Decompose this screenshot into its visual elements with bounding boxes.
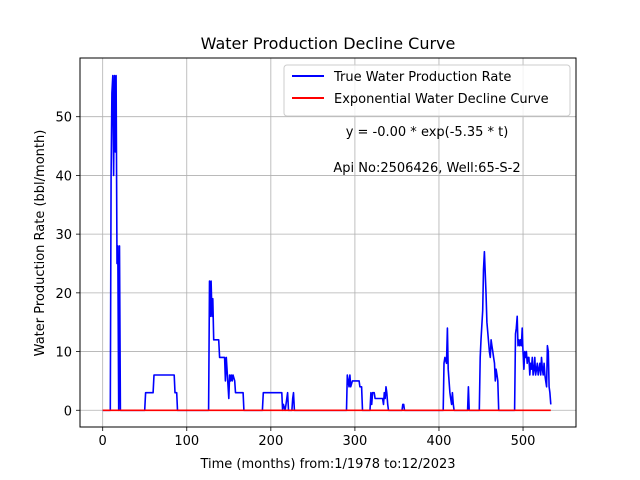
x-tick-label: 100: [174, 434, 199, 449]
y-tick-label: 10: [55, 346, 72, 361]
y-axis-title: Water Production Rate (bbl/month): [33, 130, 48, 357]
legend-box: [283, 64, 571, 117]
axis-ticks: 0 100 200 300 400 500 0 10 20 30 40 50: [55, 111, 535, 449]
y-tick-label: 40: [55, 169, 72, 184]
plot-frame: [79, 57, 577, 428]
y-tick-label: 20: [55, 287, 72, 302]
x-tick-label: 0: [99, 434, 107, 449]
x-tick-label: 200: [258, 434, 283, 449]
chart-title: Water Production Decline Curve: [201, 34, 456, 53]
x-tick-label: 300: [342, 434, 367, 449]
legend-label-true-rate: True Water Production Rate: [333, 70, 511, 85]
series-layer: [102, 74, 552, 412]
x-tick-label: 500: [511, 434, 536, 449]
x-tick-label: 400: [427, 434, 452, 449]
equation-annotation: y = -0.00 * exp(-5.35 * t): [346, 125, 509, 140]
y-tick-label: 30: [55, 228, 72, 243]
y-tick-label: 0: [64, 404, 72, 419]
x-axis-title: Time (months) from:1/1978 to:12/2023: [199, 457, 455, 472]
legend: True Water Production Rate Exponential W…: [283, 64, 571, 117]
y-tick-label: 50: [55, 111, 72, 126]
legend-label-exp-curve: Exponential Water Decline Curve: [334, 92, 549, 107]
plot-area: [80, 58, 576, 427]
well-info-annotation: Api No:2506426, Well:65-S-2: [333, 161, 520, 176]
